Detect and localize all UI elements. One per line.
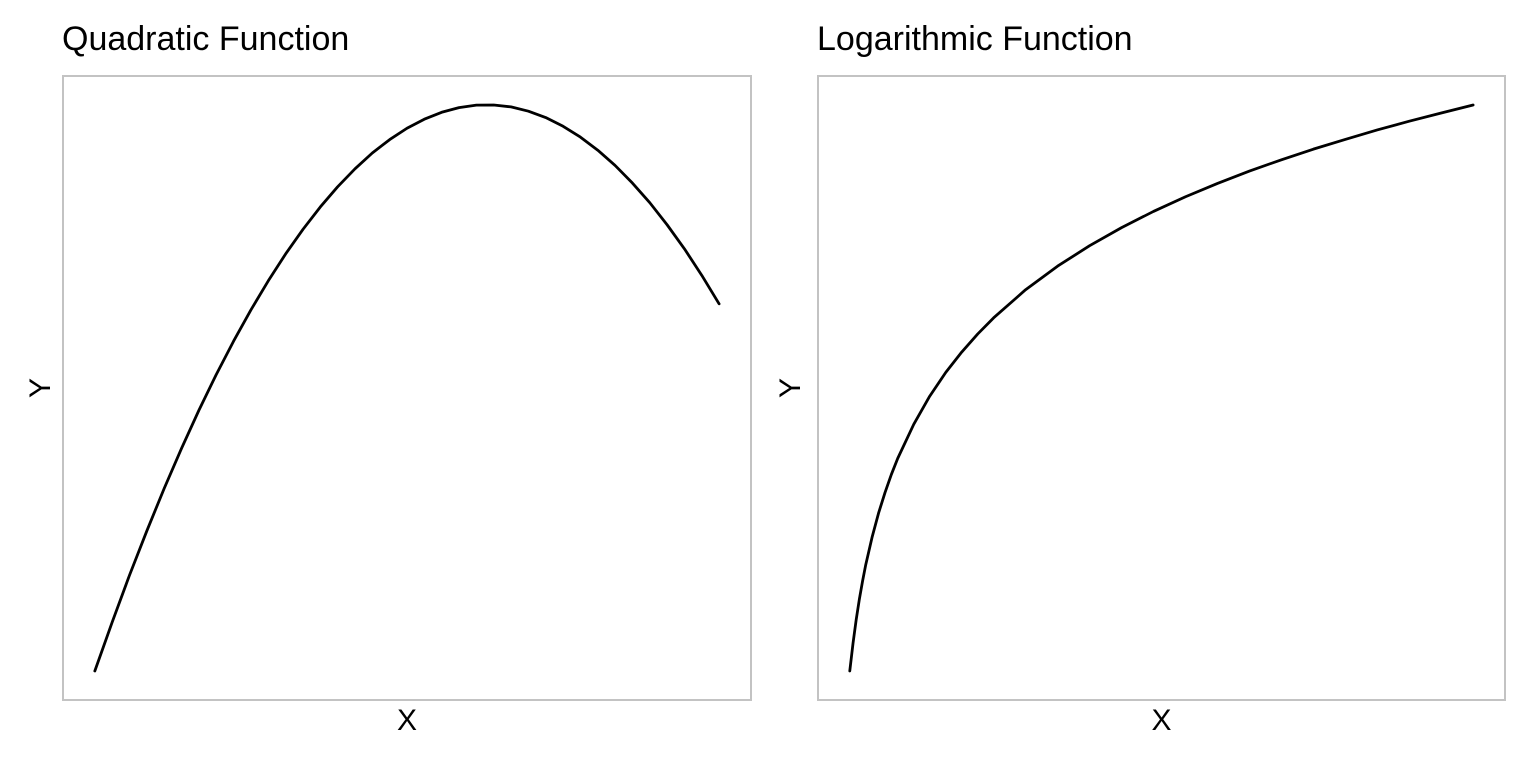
logarithmic-curve: [848, 103, 1475, 673]
y-axis-label-logarithmic: Y: [774, 378, 807, 399]
x-axis-label-logarithmic: X: [1151, 704, 1172, 737]
chart-title-quadratic: Quadratic Function: [62, 20, 350, 58]
quadratic-curve: [93, 103, 721, 673]
x-axis-label-quadratic: X: [396, 704, 417, 737]
plot-panel-logarithmic: [817, 75, 1506, 701]
plot-panel-quadratic: [62, 75, 752, 701]
y-axis-label-quadratic: Y: [24, 378, 57, 399]
chart-title-logarithmic: Logarithmic Function: [817, 20, 1133, 58]
